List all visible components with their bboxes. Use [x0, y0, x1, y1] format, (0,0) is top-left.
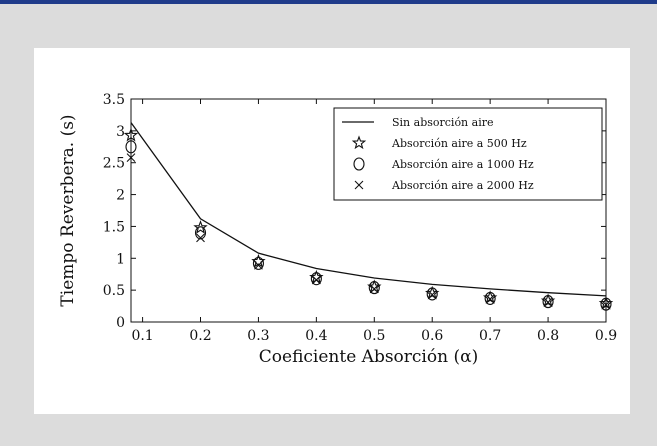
circle-marker-point: [484, 291, 496, 305]
x-tick-label: 0.8: [537, 328, 559, 344]
star-marker-point: [193, 220, 208, 234]
y-tick-label: 3.5: [103, 92, 125, 108]
y-tick-label: 2: [116, 188, 125, 204]
y-axis-title: Tiempo Reverbera. (s): [58, 114, 78, 306]
top-accent-rule: [0, 0, 657, 4]
x-marker-stroke: [427, 290, 437, 299]
plot-frame: [130, 98, 607, 323]
x-tick-label: 0.4: [305, 328, 327, 344]
x-tick-label: 0.1: [131, 328, 153, 344]
reverberation-chart: 0 0.5 1 1.5 2 2.5 3 3.5 0.1 0.2 0.3 0.4 0.5 0.6 0.7 0.8…: [58, 92, 617, 367]
x-marker-stroke: [601, 300, 611, 310]
x-tick-label: 0.3: [247, 328, 269, 344]
circle-marker-point: [368, 281, 380, 295]
legend-circle-swatch: [353, 157, 365, 171]
x-marker-stroke: [369, 284, 379, 294]
x-marker-point: [126, 153, 136, 163]
legend: Sin absorción aire Absorción aire a 500 H…: [333, 107, 603, 201]
y-tick-label: 0: [116, 315, 125, 331]
circle-marker-point: [194, 226, 207, 240]
x-marker-stroke: [485, 294, 495, 304]
x-marker-point: [427, 290, 437, 299]
x-tick-label: 0.2: [189, 328, 211, 344]
series-line-no-air-absorption: [130, 122, 607, 297]
legend-label: Absorción aire a 1000 Hz: [391, 158, 534, 171]
circle-marker-point: [600, 297, 612, 311]
x-marker-point: [196, 233, 205, 243]
x-marker-stroke: [543, 297, 553, 307]
x-tick-label: 0.9: [595, 328, 617, 344]
x-tick-label: 0.6: [421, 328, 443, 344]
y-tick-label: 0.5: [103, 283, 125, 299]
circle-marker-point: [310, 272, 322, 286]
legend-x-swatch: [354, 180, 364, 190]
series: [123, 122, 614, 311]
circle-marker-point: [125, 140, 137, 154]
circle-marker-point: [542, 295, 554, 309]
y-tick-label: 1.5: [103, 219, 125, 235]
x-marker-point: [311, 275, 321, 285]
y-tick-label: 2.5: [103, 156, 125, 172]
x-marker-stroke: [126, 153, 136, 163]
x-marker-stroke: [196, 233, 205, 243]
y-tick-label: 1: [116, 251, 125, 267]
x-axis-title: Coeficiente Absorción (α): [259, 347, 478, 367]
x-tick-label: 0.5: [363, 328, 385, 344]
x-marker-point: [369, 284, 379, 294]
x-marker-stroke: [254, 260, 263, 270]
x-marker-point: [543, 297, 553, 307]
circle-marker-point: [252, 256, 264, 270]
x-marker-point: [254, 260, 263, 270]
ticks: 0 0.5 1 1.5 2 2.5 3 3.5 0.1 0.2 0.3 0.4 0.5 0.6 0.7 0.8…: [103, 92, 617, 344]
x-marker-stroke: [311, 275, 321, 285]
star-marker-point: [123, 127, 139, 142]
x-marker-point: [485, 294, 495, 304]
legend-label: Sin absorción aire: [392, 116, 494, 129]
x-marker-stroke: [354, 180, 364, 190]
x-tick-label: 0.7: [479, 328, 501, 344]
figure-panel: 0 0.5 1 1.5 2 2.5 3 3.5 0.1 0.2 0.3 0.4 0.5 0.6 0.7 0.8…: [34, 48, 630, 414]
axes: [130, 98, 607, 323]
legend-label: Absorción aire a 2000 Hz: [391, 179, 534, 192]
x-marker-point: [601, 300, 611, 310]
y-tick-label: 3: [116, 124, 125, 140]
legend-label: Absorción aire a 500 Hz: [391, 137, 527, 150]
legend-star-swatch: [351, 135, 367, 150]
legend-box: [333, 107, 603, 201]
circle-marker-point: [426, 287, 438, 301]
